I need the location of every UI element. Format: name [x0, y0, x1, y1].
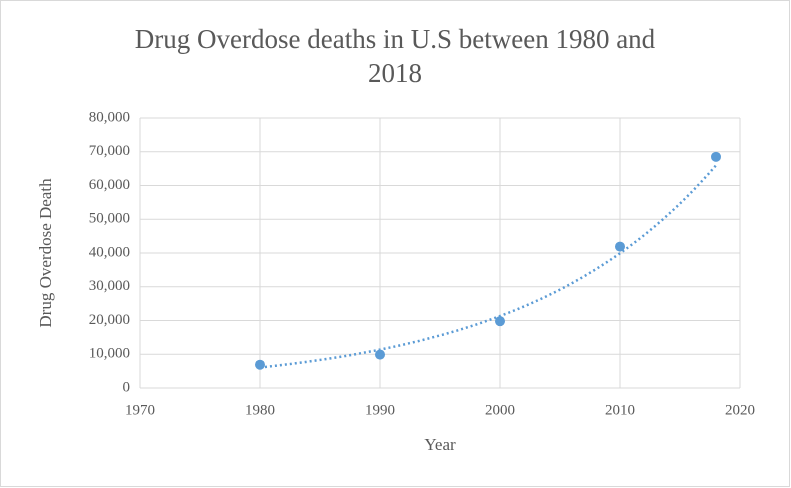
data-point [615, 241, 625, 252]
y-tick-label: 60,000 [89, 177, 130, 193]
x-tick-label: 2020 [725, 402, 755, 418]
x-tick-label: 2000 [485, 402, 515, 418]
x-tick-label: 1990 [365, 402, 395, 418]
y-tick-label: 20,000 [89, 312, 130, 328]
y-axis-title: Drug Overdose Death [36, 178, 55, 328]
trendline [259, 164, 717, 369]
y-tick-label: 50,000 [89, 211, 130, 227]
chart-title: Drug Overdose deaths in U.S between 1980… [134, 24, 656, 88]
y-tick-label: 40,000 [89, 244, 130, 260]
data-point [255, 359, 265, 370]
y-tick-label: 0 [123, 379, 131, 395]
data-point [375, 349, 385, 360]
data-point [711, 151, 721, 162]
x-axis-title: Year [424, 435, 456, 454]
y-tick-label: 30,000 [89, 278, 130, 294]
data-point [495, 316, 505, 327]
y-tick-label: 70,000 [89, 143, 130, 159]
y-tick-label: 10,000 [89, 346, 130, 362]
x-tick-label: 1970 [125, 402, 155, 418]
x-tick-label: 2010 [605, 402, 635, 418]
y-tick-label: 80,000 [89, 109, 130, 125]
x-tick-label: 1980 [245, 402, 275, 418]
